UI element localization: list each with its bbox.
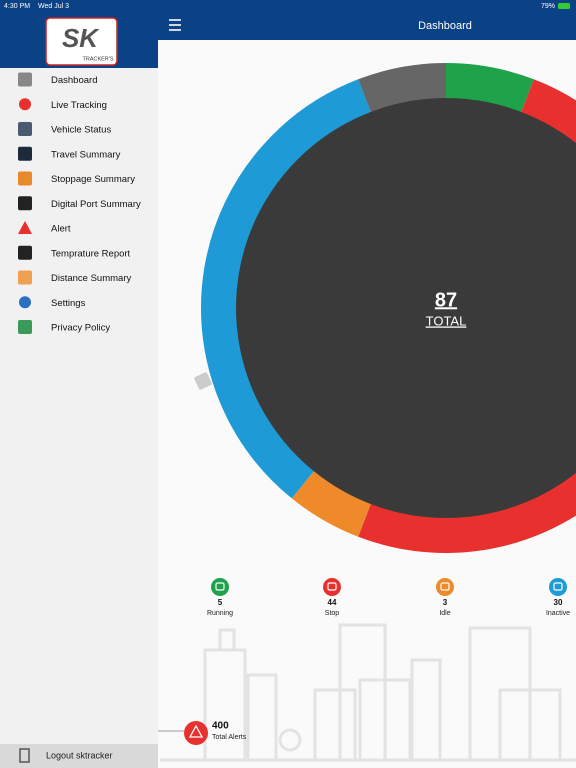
donut-segment	[445, 63, 534, 114]
menu-label: Dashboard	[51, 75, 97, 86]
status-label: Stop	[325, 610, 340, 617]
menu-icon	[18, 270, 32, 285]
donut-segment	[201, 79, 372, 499]
menu-icon	[18, 196, 32, 211]
menu-icon	[18, 171, 32, 186]
donut-segment	[358, 63, 447, 114]
menu-icon	[18, 320, 32, 334]
menu-icon	[18, 221, 32, 234]
status-time: 4:30 PM	[4, 3, 30, 10]
header-title: Dashboard	[418, 20, 472, 32]
logout-button[interactable]	[0, 744, 158, 768]
menu-label: Distance Summary	[51, 273, 131, 284]
menu-label: Alert	[51, 224, 71, 235]
status-icon[interactable]	[211, 578, 229, 596]
status-label: Running	[207, 610, 233, 617]
donut-segment	[291, 470, 372, 537]
menu-icon	[18, 146, 32, 161]
status-label: Inactive	[546, 610, 570, 617]
menu-icon	[18, 122, 32, 136]
car-icon	[215, 582, 225, 591]
status-count: 44	[328, 598, 337, 607]
skyline	[160, 623, 576, 762]
alert-label: Total Alerts	[212, 734, 247, 741]
car-icon	[327, 582, 337, 591]
car-icon	[440, 582, 450, 591]
logout-label: Logout sktracker	[46, 750, 113, 760]
status-count: 5	[218, 598, 223, 607]
menu-label: Privacy Policy	[51, 323, 110, 334]
menu-icon	[18, 72, 32, 87]
status-battery: 79%	[541, 3, 555, 10]
menu-label: Vehicle Status	[51, 125, 111, 136]
status-count: 30	[554, 598, 563, 607]
menu-label: Digital Port Summary	[51, 199, 141, 210]
alert-triangle	[188, 724, 204, 738]
menu-icon	[18, 245, 32, 260]
donut-segment	[358, 79, 576, 553]
total-label: TOTAL	[426, 313, 467, 328]
menu-icon	[19, 296, 31, 309]
chart-icon	[194, 372, 212, 390]
alert-count: 400	[212, 721, 229, 732]
car-icon	[553, 582, 563, 591]
logo-mark: SK	[62, 23, 100, 53]
menu-label: Live Tracking	[51, 100, 107, 111]
status-icon[interactable]	[323, 578, 341, 596]
logout-icon	[19, 748, 30, 763]
menu-label: Travel Summary	[51, 149, 121, 160]
status-date: Wed Jul 3	[38, 3, 69, 10]
status-count: 3	[443, 598, 448, 607]
donut	[201, 63, 576, 553]
alert-icon[interactable]	[184, 721, 208, 745]
menu-icon	[19, 98, 31, 111]
donut-center	[236, 98, 576, 518]
total-count: 87	[435, 289, 457, 311]
menu-label: Temprature Report	[51, 248, 131, 259]
battery-icon	[558, 3, 570, 9]
menu-label: Settings	[51, 298, 86, 309]
status-icon[interactable]	[549, 578, 567, 596]
status-label: Idle	[439, 610, 450, 617]
logo-tagline: TRACKER'S	[83, 56, 114, 62]
header-bar	[158, 0, 576, 40]
menu-label: Stoppage Summary	[51, 174, 135, 185]
status-icon[interactable]	[436, 578, 454, 596]
menu-button[interactable]	[169, 19, 181, 31]
logo	[45, 17, 118, 66]
